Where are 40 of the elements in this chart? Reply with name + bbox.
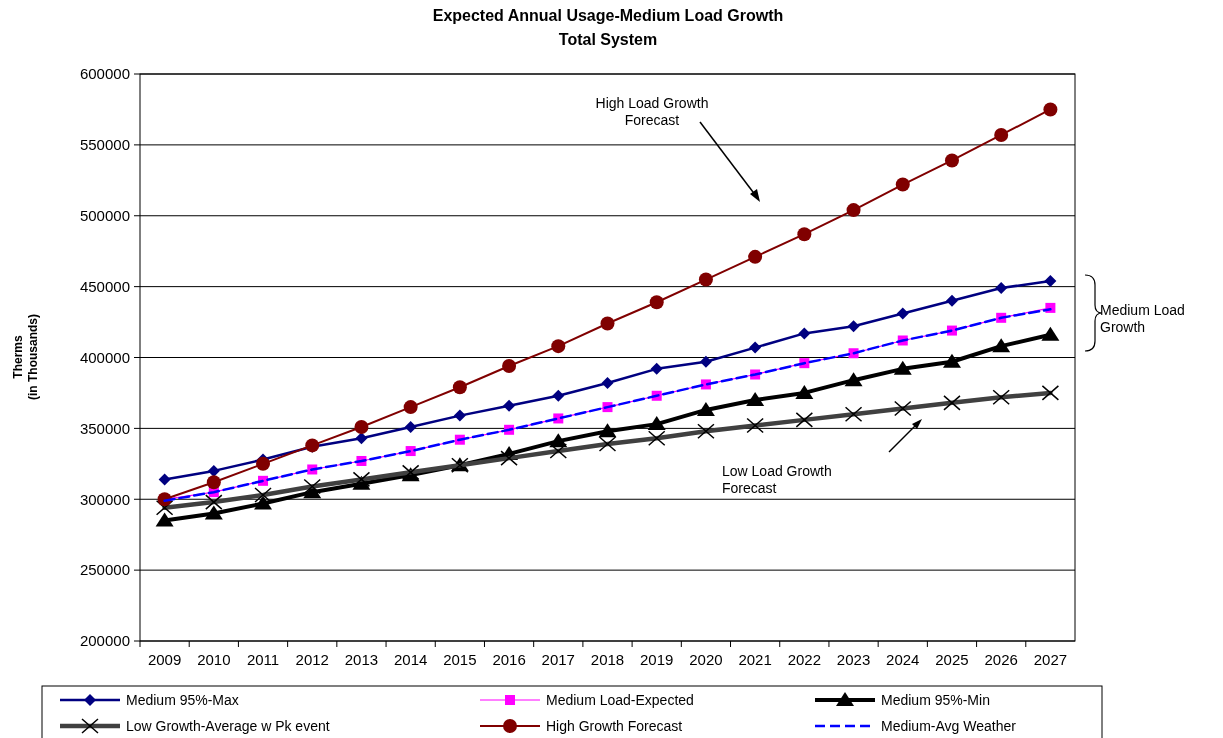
x-tick-label: 2023 (836, 651, 871, 668)
legend-label: Low Growth-Average w Pk event (126, 717, 330, 734)
y-tick-label: 450000 (79, 277, 130, 295)
x-tick-label: 2027 (1033, 651, 1068, 668)
x-tick-label: 2025 (935, 651, 969, 668)
x-tick-label: 2013 (344, 651, 379, 668)
legend-label: Medium 95%-Max (126, 691, 239, 708)
y-tick-label: 300000 (79, 490, 130, 508)
y-axis-title: Therms (in Thousands) (11, 314, 40, 400)
chart-title: Expected Annual Usage-Medium Load Growth (432, 7, 784, 24)
x-tick-label: 2020 (689, 651, 723, 668)
x-tick-label: 2022 (787, 651, 822, 668)
x-tick-label: 2010 (197, 651, 231, 668)
x-tick-label: 2016 (492, 651, 526, 668)
x-tick-label: 2018 (590, 651, 625, 668)
annotation: High Load Growth Forecast (595, 95, 709, 128)
x-tick-label: 2011 (246, 651, 280, 668)
x-tick-label: 2014 (393, 651, 428, 668)
legend-label: High Growth Forecast (546, 717, 683, 734)
x-tick-label: 2019 (640, 651, 674, 668)
x-tick-label: 2021 (738, 651, 772, 668)
legend-label: Medium-Avg Weather (881, 717, 1017, 734)
y-tick-label: 400000 (79, 348, 130, 366)
text: Medium Load Growth (1100, 302, 1185, 335)
x-tick-label: 2024 (886, 651, 920, 668)
legend-label: Medium 95%-Min (881, 691, 990, 708)
legend-label: Medium Load-Expected (546, 691, 694, 708)
annotation: Low Load Growth Forecast (722, 463, 832, 496)
y-tick-label: 500000 (79, 207, 130, 224)
y-tick-label: 550000 (79, 136, 130, 154)
x-tick-label: 2015 (443, 651, 477, 668)
x-tick-label: 2012 (295, 651, 329, 668)
x-tick-label: 2017 (541, 651, 575, 668)
x-tick-label: 2026 (984, 651, 1018, 668)
y-tick-label: 350000 (79, 419, 130, 437)
y-tick-label: 600000 (79, 65, 130, 83)
y-tick-label: 200000 (79, 632, 130, 650)
y-tick-label: 250000 (79, 561, 130, 579)
x-tick-label: 2009 (147, 651, 182, 668)
chart-subtitle: Total System (558, 31, 658, 48)
